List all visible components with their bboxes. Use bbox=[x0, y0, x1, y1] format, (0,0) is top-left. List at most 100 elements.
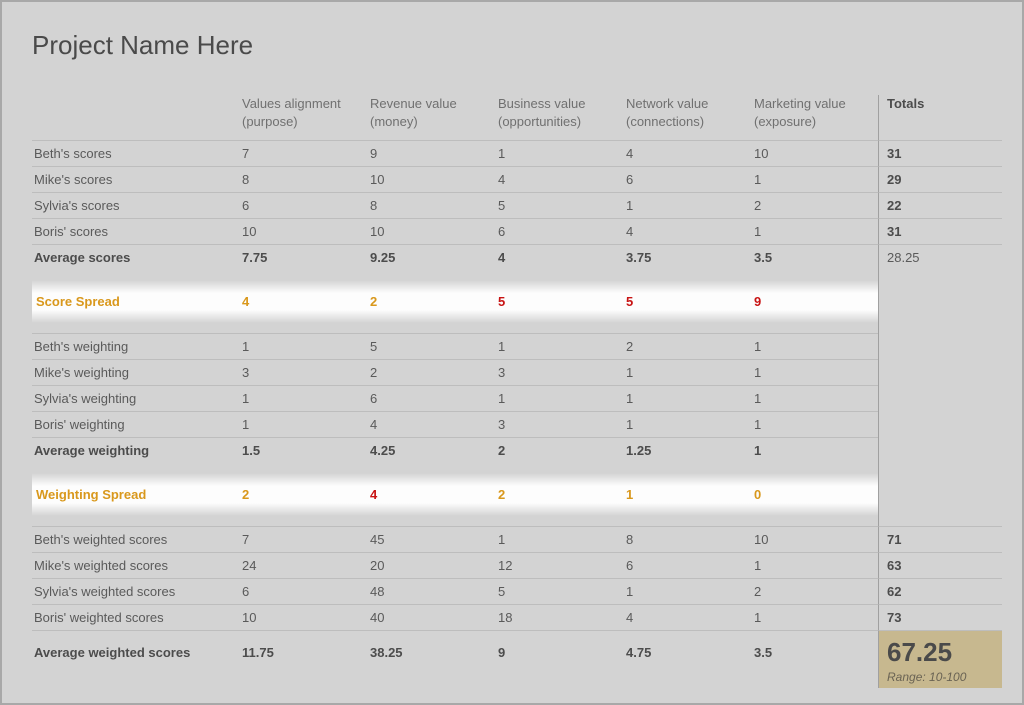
cell-value: 1 bbox=[750, 604, 878, 630]
cell-value: 4 bbox=[366, 411, 494, 437]
spacer bbox=[494, 323, 622, 333]
spread-value: 5 bbox=[622, 280, 750, 323]
spread-value: 2 bbox=[494, 473, 622, 516]
cell-value: 1 bbox=[750, 385, 878, 411]
cell-value: 2 bbox=[750, 192, 878, 218]
spread-value: 2 bbox=[238, 473, 366, 516]
cell-value: 9 bbox=[366, 140, 494, 166]
spacer bbox=[238, 270, 366, 280]
cell-value: 12 bbox=[494, 552, 622, 578]
spacer bbox=[494, 270, 622, 280]
cell-value: 1 bbox=[750, 333, 878, 359]
header-empty bbox=[32, 95, 238, 140]
totals-gap bbox=[878, 516, 1002, 526]
row-label: Mike's weighted scores bbox=[32, 552, 238, 578]
cell-value: 1 bbox=[750, 411, 878, 437]
spacer bbox=[750, 516, 878, 526]
cell-value: 4 bbox=[622, 604, 750, 630]
column-header-totals: Totals bbox=[878, 95, 1002, 140]
column-header: Values alignment(purpose) bbox=[238, 95, 366, 140]
spacer bbox=[750, 270, 878, 280]
cell-value: 4 bbox=[494, 244, 622, 270]
cell-value: 3 bbox=[238, 359, 366, 385]
cell-value: 4.25 bbox=[366, 437, 494, 463]
cell-value: 6 bbox=[238, 578, 366, 604]
cell-value: 6 bbox=[238, 192, 366, 218]
column-header: Business value(opportunities) bbox=[494, 95, 622, 140]
cell-value: 11.75 bbox=[238, 630, 366, 688]
cell-value: 10 bbox=[750, 526, 878, 552]
cell-total: 31 bbox=[878, 140, 1002, 166]
spacer bbox=[750, 463, 878, 473]
cell-value: 20 bbox=[366, 552, 494, 578]
spacer bbox=[622, 323, 750, 333]
cell-value: 1 bbox=[622, 359, 750, 385]
cell-total: 31 bbox=[878, 218, 1002, 244]
cell-value: 40 bbox=[366, 604, 494, 630]
cell-value: 1 bbox=[494, 140, 622, 166]
spacer bbox=[32, 516, 238, 526]
cell-value: 48 bbox=[366, 578, 494, 604]
cell-value: 4 bbox=[622, 140, 750, 166]
spacer bbox=[366, 323, 494, 333]
cell-value: 1 bbox=[750, 359, 878, 385]
row-label: Beth's scores bbox=[32, 140, 238, 166]
row-label: Average scores bbox=[32, 244, 238, 270]
row-label: Beth's weighted scores bbox=[32, 526, 238, 552]
spacer bbox=[622, 463, 750, 473]
cell-value: 10 bbox=[238, 604, 366, 630]
spacer bbox=[32, 270, 238, 280]
cell-value: 1 bbox=[622, 411, 750, 437]
cell-total: 28.25 bbox=[878, 244, 1002, 270]
cell-value: 1 bbox=[494, 385, 622, 411]
cell-value: 6 bbox=[622, 166, 750, 192]
cell-value: 6 bbox=[494, 218, 622, 244]
row-label: Beth's weighting bbox=[32, 333, 238, 359]
column-header: Marketing value(exposure) bbox=[750, 95, 878, 140]
spread-value: 0 bbox=[750, 473, 878, 516]
spacer bbox=[32, 323, 238, 333]
spacer bbox=[366, 463, 494, 473]
totals-gap bbox=[878, 437, 1002, 463]
spacer bbox=[366, 516, 494, 526]
cell-value: 1 bbox=[238, 411, 366, 437]
spacer bbox=[494, 463, 622, 473]
row-label: Average weighted scores bbox=[32, 630, 238, 688]
cell-value: 1 bbox=[622, 385, 750, 411]
spread-value: 9 bbox=[750, 280, 878, 323]
cell-value: 10 bbox=[238, 218, 366, 244]
cell-value: 6 bbox=[366, 385, 494, 411]
totals-gap bbox=[878, 333, 1002, 359]
cell-total: 29 bbox=[878, 166, 1002, 192]
row-label: Boris' scores bbox=[32, 218, 238, 244]
cell-value: 10 bbox=[750, 140, 878, 166]
totals-gap bbox=[878, 280, 1002, 323]
cell-value: 2 bbox=[494, 437, 622, 463]
spread-value: 4 bbox=[366, 473, 494, 516]
row-label: Sylvia's weighted scores bbox=[32, 578, 238, 604]
row-label: Mike's weighting bbox=[32, 359, 238, 385]
cell-value: 5 bbox=[494, 192, 622, 218]
cell-value: 9 bbox=[494, 630, 622, 688]
row-label: Sylvia's scores bbox=[32, 192, 238, 218]
cell-value: 4.75 bbox=[622, 630, 750, 688]
cell-value: 2 bbox=[366, 359, 494, 385]
cell-value: 1.5 bbox=[238, 437, 366, 463]
cell-value: 7 bbox=[238, 526, 366, 552]
page-title: Project Name Here bbox=[32, 30, 1002, 61]
spacer bbox=[366, 270, 494, 280]
scoring-table: Values alignment(purpose)Revenue value(m… bbox=[32, 95, 1002, 688]
cell-value: 45 bbox=[366, 526, 494, 552]
cell-value: 1 bbox=[750, 552, 878, 578]
cell-value: 1 bbox=[622, 578, 750, 604]
spacer bbox=[238, 323, 366, 333]
cell-value: 8 bbox=[366, 192, 494, 218]
cell-value: 4 bbox=[494, 166, 622, 192]
cell-value: 2 bbox=[750, 578, 878, 604]
cell-value: 1 bbox=[622, 192, 750, 218]
cell-total: 63 bbox=[878, 552, 1002, 578]
spacer bbox=[238, 463, 366, 473]
cell-value: 9.25 bbox=[366, 244, 494, 270]
cell-value: 1 bbox=[238, 333, 366, 359]
spread-label: Weighting Spread bbox=[32, 473, 238, 516]
